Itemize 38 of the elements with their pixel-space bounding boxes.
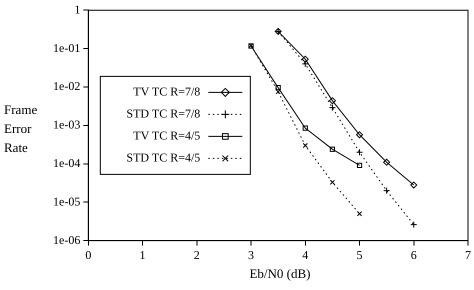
point: [410, 221, 418, 228]
y-tick-label: 1e-06: [52, 232, 80, 247]
y-tick-label: 1: [74, 2, 80, 16]
point: [410, 182, 418, 189]
point: [302, 60, 309, 68]
point: [356, 211, 362, 216]
x-tick-label: 1: [140, 248, 146, 262]
point: [328, 104, 336, 112]
y-tick-label: 1e-04: [52, 156, 80, 170]
point: [276, 85, 281, 90]
x-tick-label: 5: [356, 248, 363, 262]
point: [302, 142, 308, 148]
point: [328, 97, 336, 104]
x-tick-label: 2: [194, 248, 200, 262]
x-tick-label: 7: [465, 248, 471, 262]
legend-label: TV TC R=7/8: [133, 84, 200, 99]
y-tick-label: 1e-03: [52, 118, 80, 132]
x-tick-label: 3: [248, 248, 254, 262]
y-tick-label: 1e-05: [52, 194, 80, 208]
x-tick-label: 6: [410, 248, 417, 262]
x-axis-title: Eb/N0 (dB): [248, 266, 312, 282]
point: [330, 180, 336, 185]
point: [356, 148, 364, 156]
point: [302, 125, 308, 131]
legend-label: STD TC R=7/8: [126, 106, 200, 121]
point: [383, 158, 390, 166]
point: [330, 146, 336, 152]
point: [356, 162, 362, 168]
y-tick-label: 1e-01: [52, 40, 80, 55]
x-tick-label: 4: [302, 248, 308, 262]
legend-label: TV TC R=4/5: [133, 128, 200, 143]
legend-label: STD TC R=4/5: [126, 150, 200, 165]
point: [302, 56, 309, 63]
point: [356, 131, 364, 138]
y-tick-label: 1e-02: [52, 79, 80, 94]
y-axis-title: Frame Error Rate: [4, 101, 38, 157]
x-tick-label: 0: [85, 248, 92, 262]
point: [383, 187, 390, 194]
